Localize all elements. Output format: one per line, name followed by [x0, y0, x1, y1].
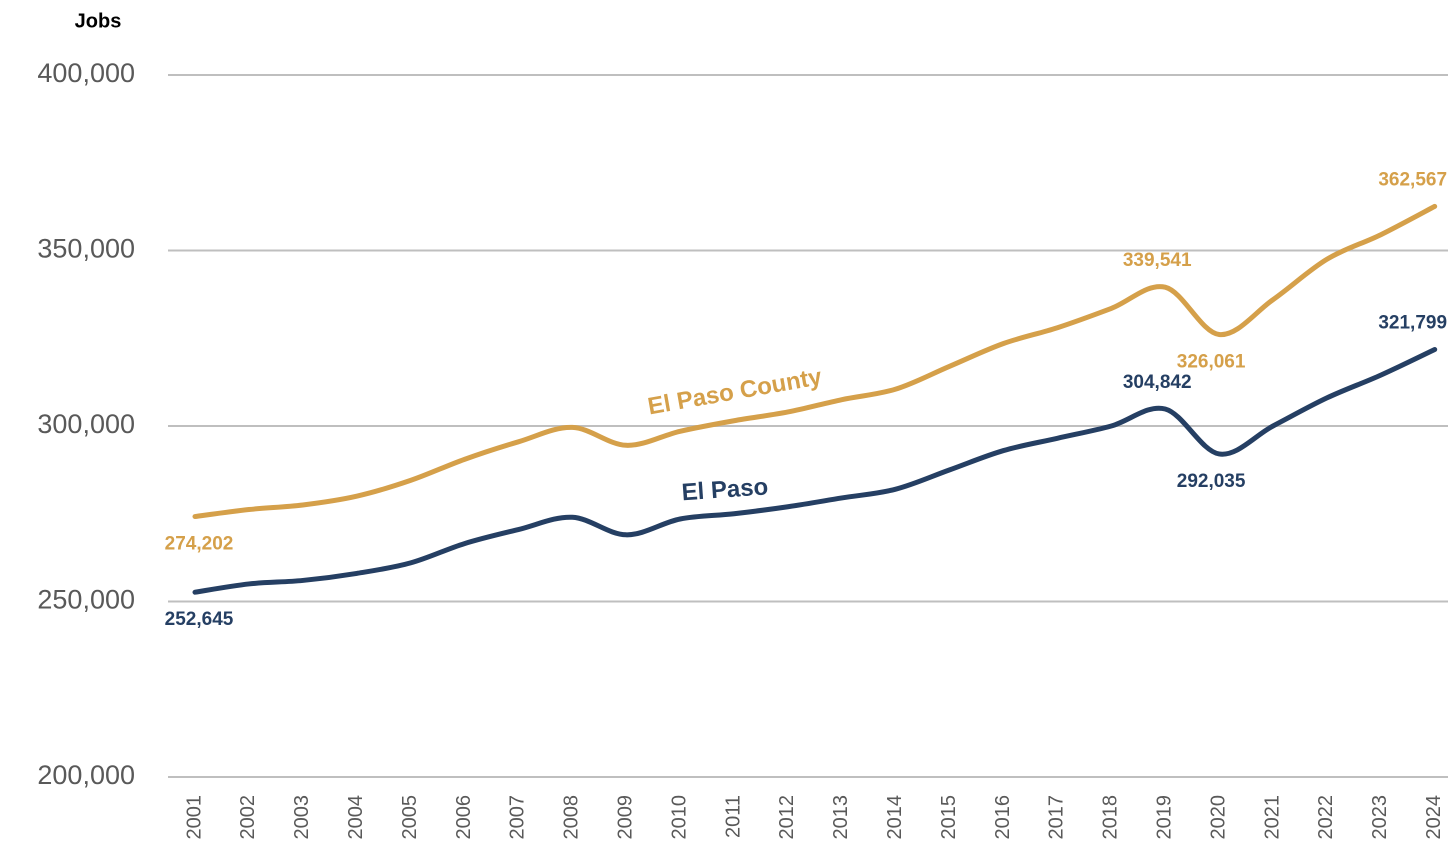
x-tick-label: 2017 — [1046, 795, 1068, 840]
x-tick-label: 2004 — [345, 795, 367, 840]
x-tick-label: 2019 — [1153, 795, 1175, 840]
x-tick-label: 2018 — [1100, 795, 1122, 840]
x-tick-label: 2002 — [237, 795, 259, 840]
y-tick-label: 200,000 — [37, 760, 135, 790]
data-label: 362,567 — [1378, 169, 1447, 190]
line — [192, 203, 1438, 520]
x-tick-label: 2024 — [1423, 795, 1445, 840]
x-tick-label: 2010 — [668, 795, 690, 840]
x-tick-label: 2003 — [291, 795, 313, 840]
data-label: 252,645 — [165, 609, 234, 630]
x-tick-label: 2012 — [776, 795, 798, 840]
data-label: 339,541 — [1123, 250, 1192, 271]
y-tick-label: 250,000 — [37, 585, 135, 615]
x-tick-label: 2013 — [830, 795, 852, 840]
data-label: 304,842 — [1123, 372, 1192, 393]
x-tick-label: 2023 — [1369, 795, 1391, 840]
data-label: 292,035 — [1177, 471, 1246, 492]
series-label: El Paso — [681, 473, 769, 506]
y-axis-title: Jobs — [75, 10, 122, 32]
x-tick-label: 2020 — [1207, 795, 1229, 840]
data-label: 274,202 — [165, 534, 234, 555]
data-label: 326,061 — [1177, 352, 1246, 373]
y-tick-label: 350,000 — [37, 234, 135, 264]
x-tick-label: 2007 — [507, 795, 529, 840]
x-tick-label: 2008 — [561, 795, 583, 840]
x-tick-label: 2014 — [884, 795, 906, 840]
x-tick-label: 2015 — [938, 795, 960, 840]
x-tick-label: 2021 — [1261, 795, 1283, 840]
x-tick-label: 2009 — [614, 795, 636, 840]
line — [192, 346, 1438, 595]
x-tick-label: 2006 — [453, 795, 475, 840]
y-tick-label: 400,000 — [37, 58, 135, 88]
x-tick-label: 2001 — [183, 795, 205, 840]
data-label: 321,799 — [1378, 313, 1447, 334]
x-tick-label: 2011 — [722, 795, 744, 838]
x-tick-label: 2005 — [399, 795, 421, 840]
x-tick-label: 2022 — [1315, 795, 1337, 840]
y-tick-label: 300,000 — [37, 409, 135, 439]
x-tick-label: 2016 — [992, 795, 1014, 840]
